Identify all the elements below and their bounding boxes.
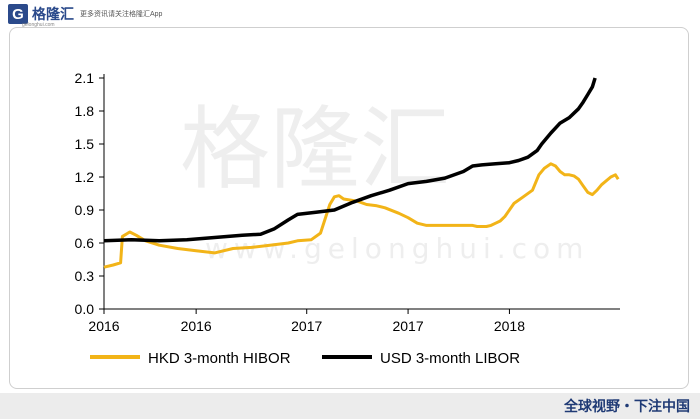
brand-url: gelonghui.com xyxy=(22,22,55,28)
y-tick-label: 1.2 xyxy=(75,169,95,185)
y-tick-label: 1.8 xyxy=(75,103,95,119)
watermark-cn: 格隆汇 xyxy=(180,97,450,202)
x-tick-label: 2017 xyxy=(291,318,322,334)
series-line-libor xyxy=(103,77,597,243)
x-tick-label: 2016 xyxy=(181,318,212,334)
y-tick-label: 0.3 xyxy=(75,268,95,284)
legend: HKD 3-month HIBOR USD 3-month LIBOR xyxy=(90,350,520,367)
watermark-en: www.gelonghui.com xyxy=(205,232,589,265)
brand-tagline: 更多资讯请关注格隆汇App xyxy=(80,11,163,18)
brand-name: 格隆汇 xyxy=(32,6,74,22)
footer-bar: 全球视野・下注中国 xyxy=(0,393,700,419)
y-tick-label: 1.5 xyxy=(75,136,95,152)
y-tick-label: 2.1 xyxy=(75,70,95,86)
x-tick-label: 2018 xyxy=(494,318,525,334)
x-tick-label: 2017 xyxy=(392,318,423,334)
y-tick-label: 0.0 xyxy=(75,301,95,317)
legend-label: USD 3-month LIBOR xyxy=(380,350,520,367)
chart: 格隆汇 www.gelonghui.com 0.0 0.3 0.6 0.9 1.2 1.5… xyxy=(75,70,620,367)
legend-label: HKD 3-month HIBOR xyxy=(148,350,291,367)
chart-frame xyxy=(9,27,689,389)
y-tick-label: 0.9 xyxy=(75,202,95,218)
footer-slogan: 全球视野・下注中国 xyxy=(564,398,690,414)
series-line-hibor xyxy=(103,162,620,269)
axes: 0.0 0.3 0.6 0.9 1.2 1.5 1.8 2.1 2016 2016 2017 2017… xyxy=(75,70,620,334)
logo-icon: G xyxy=(8,4,28,24)
brand-header: G 格隆汇 更多资讯请关注格隆汇App xyxy=(8,3,162,25)
x-tick-label: 2016 xyxy=(88,318,119,334)
series-group xyxy=(103,77,620,269)
y-tick-label: 0.6 xyxy=(75,235,95,251)
